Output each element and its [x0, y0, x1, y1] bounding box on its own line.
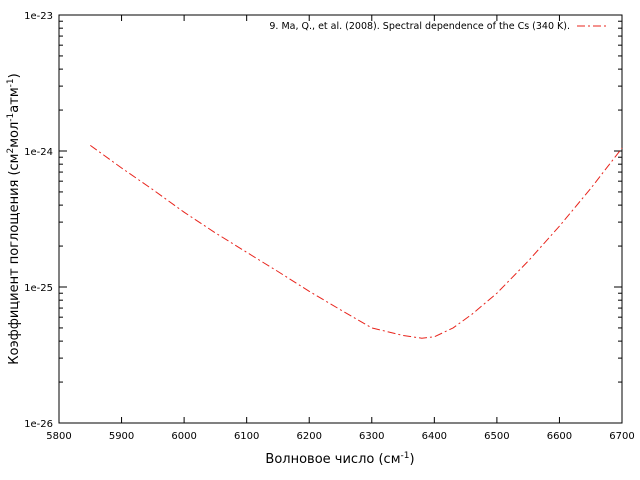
- y-tick-label: 1e-23: [24, 11, 53, 22]
- x-axis-label-tail: ): [409, 452, 414, 467]
- x-tick-label: 6600: [547, 431, 572, 442]
- y-axis-label: Коэффициент поглощения (см2мол-1атм-1): [6, 73, 22, 364]
- x-tick-label: 6300: [359, 431, 384, 442]
- x-tick-label: 5900: [109, 431, 134, 442]
- x-tick-label: 6100: [234, 431, 259, 442]
- y-tick-label: 1e-26: [24, 419, 53, 430]
- y-axis-label-sup-1: 2: [6, 148, 16, 154]
- series-line-0: [90, 144, 623, 339]
- x-tick-label: 5800: [46, 431, 71, 442]
- y-axis-label-base: Коэффициент поглощения (см: [7, 154, 22, 365]
- y-axis-label-tail: ): [7, 73, 22, 78]
- series-layer: [90, 144, 623, 339]
- x-tick-label: 6400: [422, 431, 447, 442]
- y-tick-label: 1e-25: [24, 283, 53, 294]
- legend: 9. Ma, Q., et al. (2008). Spectral depen…: [269, 21, 609, 32]
- x-axis-label: Волновое число (см-1): [265, 451, 414, 467]
- x-tick-label: 6000: [171, 431, 196, 442]
- ticks: [58, 14, 623, 424]
- plot-frame: [58, 14, 623, 424]
- x-tick-label: 6500: [484, 431, 509, 442]
- x-tick-label: 6200: [296, 431, 321, 442]
- y-tick-label: 1e-24: [24, 147, 53, 158]
- y-axis-label-mid: мол: [7, 122, 22, 148]
- y-axis-label-mid-2: атм: [7, 87, 22, 112]
- x-axis-label-sup: -1: [401, 451, 410, 461]
- legend-entry-label: 9. Ma, Q., et al. (2008). Spectral depen…: [269, 21, 570, 32]
- x-axis-label-base: Волновое число (см: [265, 452, 400, 467]
- x-tick-label: 6700: [609, 431, 634, 442]
- y-axis-label-sup-3: -1: [6, 78, 16, 87]
- y-axis-label-sup-2: -1: [6, 113, 16, 122]
- tick-labels: 5800 5900 6000 6100 6200 6300 6400 6500 6600 6700…: [24, 11, 635, 442]
